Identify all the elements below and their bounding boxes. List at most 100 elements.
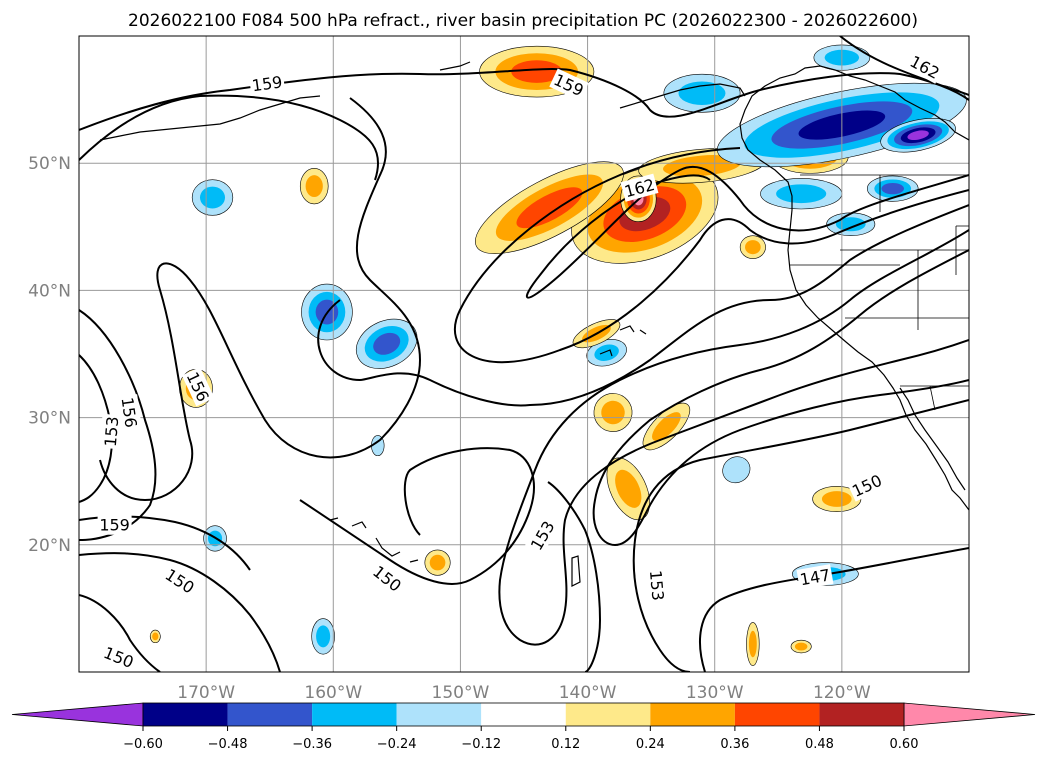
- colorbar-bin: [143, 703, 228, 726]
- precip-anomaly-30: [722, 456, 751, 484]
- contour-label-text: 159: [251, 72, 284, 95]
- lat-tick-label: 30°N: [28, 409, 71, 429]
- precip-anomaly-band: [748, 630, 757, 658]
- lat-tick-label: 50°N: [28, 154, 71, 174]
- contour-label-text: 153: [646, 569, 668, 601]
- contour-156-loop-b: [79, 94, 380, 181]
- precip-anomaly-band: [511, 60, 563, 83]
- contour-label: 147: [796, 564, 834, 590]
- precip-anomaly-band: [881, 182, 905, 195]
- contour-lines: [79, 36, 969, 672]
- precip-anomaly-23: [424, 549, 451, 576]
- contour-label-bg: [97, 514, 132, 535]
- lon-tick-label: 130°W: [686, 683, 744, 703]
- precip-anomaly-band: [745, 240, 761, 255]
- colorbar-bin: [481, 703, 566, 726]
- precip-anomaly-32: [790, 639, 812, 654]
- precip-anomaly-27: [739, 235, 766, 259]
- precip-anomaly-25: [311, 618, 335, 655]
- lon-tick-label: 160°W: [304, 683, 362, 703]
- contour-150-center: [592, 249, 969, 547]
- colorbar-tick-label: −0.36: [292, 737, 332, 752]
- contour-150-sw2: [79, 594, 161, 672]
- contour-label-bg: [248, 71, 286, 96]
- contour-156-wave: [317, 204, 969, 407]
- colorbar-extend-max: [903, 702, 1036, 727]
- precip-anomaly-band: [316, 625, 331, 648]
- contour-label: 162: [620, 173, 659, 202]
- precip-anomaly-band: [601, 400, 625, 425]
- precip-anomaly-band: [821, 491, 852, 507]
- precip-anomaly-band: [794, 642, 808, 651]
- lon-tick-label: 120°W: [813, 683, 871, 703]
- contour-162-ridge: [525, 165, 969, 299]
- precip-anomaly-16: [586, 339, 627, 367]
- alaska-peninsula: [619, 83, 746, 109]
- colorbar-bin: [227, 703, 313, 726]
- precip-anomaly-19: [642, 402, 691, 451]
- contour-153-center: [498, 229, 969, 646]
- contour-label-bg: [549, 68, 589, 101]
- precip-anomaly-band: [835, 217, 866, 232]
- contour-label: 150: [847, 469, 887, 502]
- precip-anomaly-band: [199, 186, 226, 209]
- contour-label-bg: [847, 469, 887, 502]
- contour-159-ridge: [454, 147, 969, 364]
- contour-147-south: [699, 547, 969, 672]
- contour-153-west: [79, 354, 113, 503]
- contour-162-north: [839, 36, 969, 96]
- contour-label-bg: [99, 641, 139, 672]
- colorbar-tick-label: 0.48: [805, 737, 834, 752]
- contour-150-sw: [79, 552, 281, 672]
- colorbar-tick-label: −0.60: [123, 737, 163, 752]
- precip-anomaly-band: [776, 184, 827, 204]
- longitude-tick-labels: 170°W 160°W 150°W 140°W 130°W 120°W: [177, 683, 871, 703]
- precip-anomaly-band: [429, 554, 446, 571]
- precip-anomaly-band: [516, 187, 583, 229]
- contour-159-north: [79, 68, 969, 131]
- coastlines: [99, 61, 969, 587]
- contour-label-bg: [117, 394, 142, 431]
- precip-anomaly-18: [593, 393, 633, 432]
- lon-tick-label: 140°W: [559, 683, 617, 703]
- precip-anomaly-14: [355, 318, 418, 369]
- precip-anomaly-33: [149, 629, 161, 644]
- contour-label: 159: [97, 514, 132, 535]
- chart-title: 2026022100 F084 500 hPa refract., river …: [128, 11, 918, 31]
- lat-tick-label: 40°N: [28, 281, 71, 301]
- contour-label-bg: [620, 173, 659, 202]
- contour-153-east-sub: [547, 481, 602, 672]
- precip-anomaly-29: [760, 178, 843, 210]
- gulf-of-california: [899, 387, 966, 491]
- colorbar-tick-label: −0.48: [208, 737, 248, 752]
- precip-anomaly-band: [594, 344, 619, 361]
- colorbar-bin: [565, 703, 651, 726]
- small-islands: [571, 325, 647, 587]
- contour-label-bg: [905, 50, 945, 84]
- aleutian-islands: [99, 61, 471, 141]
- contour-label: 159: [248, 71, 286, 96]
- contour-label-bg: [796, 564, 834, 590]
- colorbar-bin: [650, 703, 735, 726]
- contour-label: 156: [117, 394, 142, 431]
- precip-anomaly-band: [305, 175, 323, 198]
- contour-label-text: 159: [99, 516, 130, 535]
- precip-anomaly-band: [722, 456, 751, 484]
- precip-anomaly-21: [812, 485, 862, 513]
- precip-anomaly-3: [474, 161, 624, 255]
- contour-label: 153: [99, 413, 123, 450]
- precip-anomaly-20: [606, 457, 650, 521]
- lon-tick-label: 170°W: [177, 683, 235, 703]
- precip-anomaly-band: [907, 130, 929, 141]
- contour-label-bg: [181, 367, 215, 407]
- colorbar-tick-label: 0.24: [636, 737, 665, 752]
- contour-label-bg: [525, 515, 560, 556]
- contour-156-west: [79, 309, 157, 541]
- lat-tick-label: 20°N: [28, 536, 71, 556]
- colorbar-extend-min: [11, 702, 144, 727]
- hawaiian-islands: [329, 517, 419, 563]
- colorbar-tick-label: −0.24: [377, 737, 417, 752]
- colorbar-bin: [396, 703, 482, 726]
- colorbar-frame: [142, 702, 905, 727]
